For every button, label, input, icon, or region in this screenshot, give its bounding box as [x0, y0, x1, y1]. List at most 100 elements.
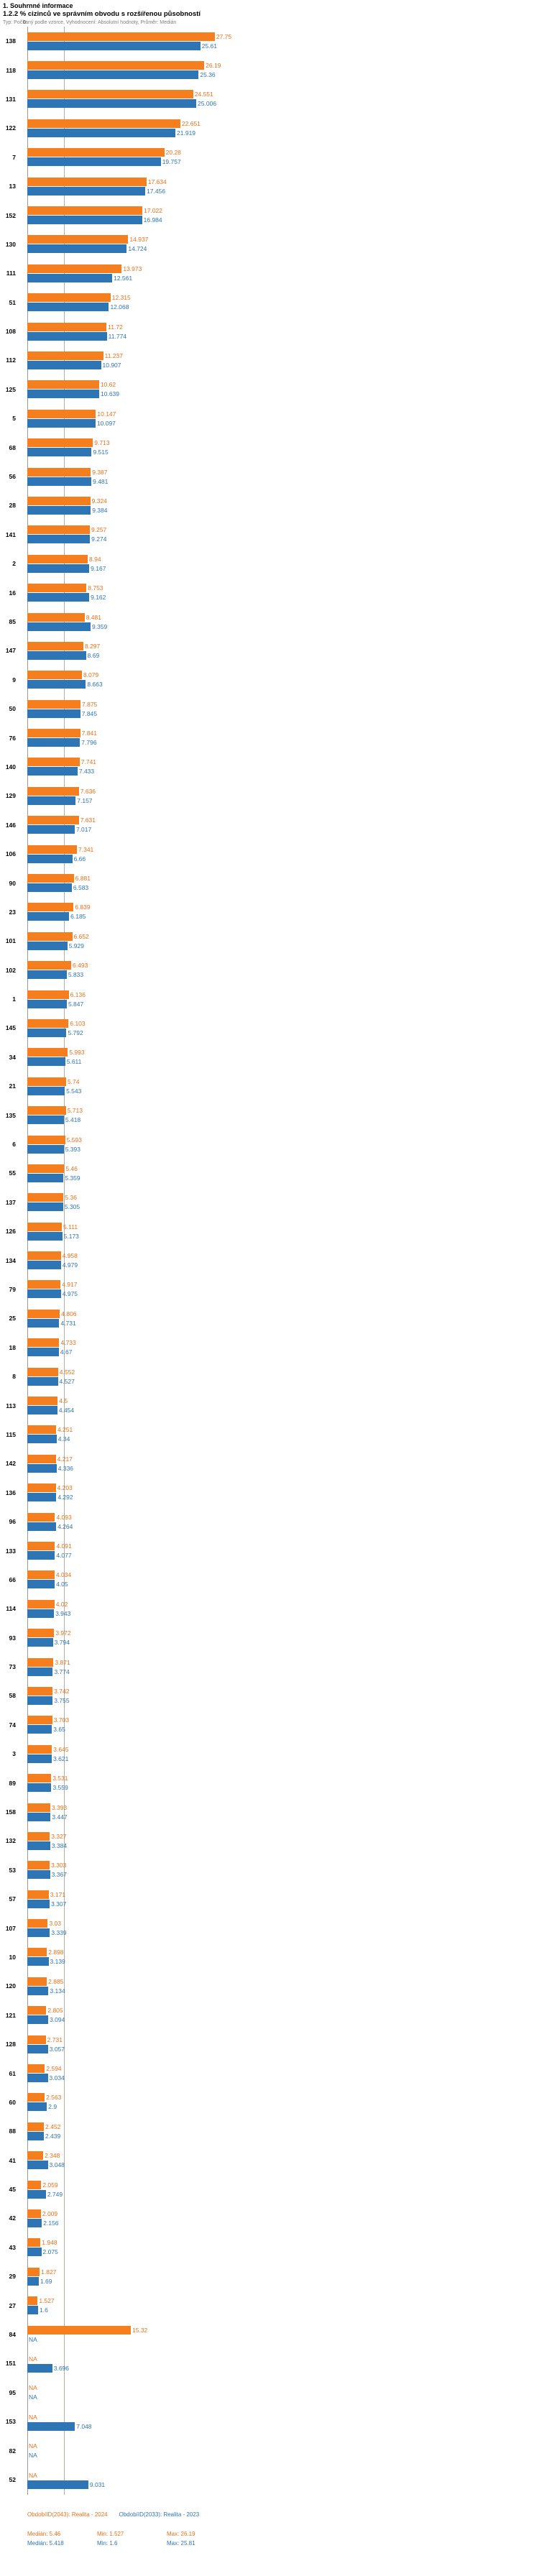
bar-2024[interactable] [27, 90, 193, 99]
bar-2023[interactable] [27, 2161, 48, 2170]
bar-2023[interactable] [27, 2306, 39, 2315]
bar-2024[interactable] [27, 148, 165, 157]
bar-2023[interactable] [27, 2276, 39, 2286]
bar-2024[interactable] [27, 1193, 64, 1202]
bar-2023[interactable] [27, 593, 90, 602]
bar-2024[interactable] [27, 1164, 65, 1173]
bar-2024[interactable] [27, 1397, 58, 1406]
bar-2023[interactable] [27, 1783, 52, 1793]
bar-2024[interactable] [27, 1454, 56, 1463]
bar-2023[interactable] [27, 883, 72, 893]
bar-2023[interactable] [27, 999, 67, 1008]
bar-2023[interactable] [27, 1986, 49, 1995]
bar-2024[interactable] [27, 729, 80, 738]
bar-2023[interactable] [27, 2102, 47, 2112]
bar-2024[interactable] [27, 1106, 66, 1116]
bar-2024[interactable] [27, 177, 147, 186]
bar-2024[interactable] [27, 1977, 47, 1986]
bar-2023[interactable] [27, 535, 91, 544]
bar-2024[interactable] [27, 351, 103, 360]
bar-2024[interactable] [27, 438, 93, 448]
bar-2023[interactable] [27, 1202, 63, 1212]
bar-2024[interactable] [27, 61, 205, 70]
bar-2024[interactable] [27, 758, 80, 767]
bar-2023[interactable] [27, 448, 92, 457]
bar-2023[interactable] [27, 2131, 44, 2140]
bar-2024[interactable] [27, 1048, 68, 1057]
bar-2023[interactable] [27, 157, 161, 167]
bar-2023[interactable] [27, 1493, 57, 1502]
bar-2023[interactable] [27, 796, 76, 805]
bar-2023[interactable] [27, 1841, 50, 1850]
bar-2023[interactable] [27, 1406, 57, 1415]
bar-2024[interactable] [27, 2064, 45, 2074]
bar-2024[interactable] [27, 961, 72, 970]
bar-2023[interactable] [27, 970, 67, 980]
bar-2024[interactable] [27, 2267, 40, 2276]
bar-2023[interactable] [27, 1289, 61, 1299]
bar-2023[interactable] [27, 1754, 52, 1763]
bar-2024[interactable] [27, 2180, 42, 2189]
bar-2024[interactable] [27, 2296, 38, 2306]
bar-2024[interactable] [27, 2325, 131, 2334]
bar-2023[interactable] [27, 2074, 48, 2083]
bar-2023[interactable] [27, 1522, 57, 1531]
bar-2024[interactable] [27, 1948, 47, 1957]
bar-2023[interactable] [27, 99, 197, 109]
bar-2024[interactable] [27, 1280, 61, 1289]
bar-2023[interactable] [27, 244, 127, 254]
bar-2024[interactable] [27, 467, 91, 477]
bar-2023[interactable] [27, 1376, 58, 1386]
bar-2024[interactable] [27, 32, 215, 41]
bar-2024[interactable] [27, 1919, 48, 1928]
bar-2024[interactable] [27, 990, 69, 999]
bar-2023[interactable] [27, 1899, 50, 1908]
bar-2024[interactable] [27, 1890, 49, 1899]
bar-2023[interactable] [27, 767, 78, 776]
bar-2024[interactable] [27, 874, 74, 883]
bar-2023[interactable] [27, 418, 96, 428]
bar-2024[interactable] [27, 1512, 55, 1522]
bar-2024[interactable] [27, 1542, 55, 1550]
bar-2024[interactable] [27, 1570, 55, 1580]
bar-2024[interactable] [27, 1425, 56, 1435]
bar-2023[interactable] [27, 912, 70, 921]
bar-2024[interactable] [27, 1716, 52, 1725]
bar-2024[interactable] [27, 612, 85, 622]
bar-2023[interactable] [27, 1348, 59, 1357]
bar-2024[interactable] [27, 1774, 52, 1783]
bar-2024[interactable] [27, 584, 87, 593]
bar-2024[interactable] [27, 293, 111, 303]
bar-2024[interactable] [27, 1484, 56, 1493]
bar-2023[interactable] [27, 1144, 64, 1154]
bar-2023[interactable] [27, 1551, 55, 1560]
bar-2023[interactable] [27, 1057, 65, 1067]
bar-2023[interactable] [27, 505, 91, 515]
bar-2024[interactable] [27, 1018, 69, 1028]
bar-2023[interactable] [27, 303, 109, 312]
bar-2023[interactable] [27, 2218, 42, 2227]
bar-2024[interactable] [27, 119, 180, 128]
bar-2023[interactable] [27, 1725, 52, 1734]
bar-2023[interactable] [27, 1870, 50, 1880]
bar-2023[interactable] [27, 1318, 60, 1328]
bar-2023[interactable] [27, 1028, 67, 1037]
bar-2023[interactable] [27, 41, 201, 50]
bar-2024[interactable] [27, 322, 107, 331]
bar-2023[interactable] [27, 622, 91, 631]
bar-2023[interactable] [27, 70, 199, 80]
bar-2023[interactable] [27, 2480, 88, 2489]
bar-2024[interactable] [27, 1657, 54, 1667]
legend-item-2024[interactable]: ObdobíID(2043): Realita - 2024 [27, 2511, 108, 2518]
bar-2023[interactable] [27, 1435, 57, 1444]
bar-2023[interactable] [27, 738, 80, 748]
bar-2023[interactable] [27, 1261, 61, 1270]
bar-2023[interactable] [27, 331, 107, 341]
bar-2024[interactable] [27, 2151, 44, 2161]
bar-2023[interactable] [27, 477, 92, 486]
bar-2024[interactable] [27, 2006, 47, 2015]
bar-2023[interactable] [27, 2015, 49, 2025]
bar-2023[interactable] [27, 1667, 53, 1676]
bar-2024[interactable] [27, 2035, 46, 2044]
bar-2023[interactable] [27, 128, 176, 137]
